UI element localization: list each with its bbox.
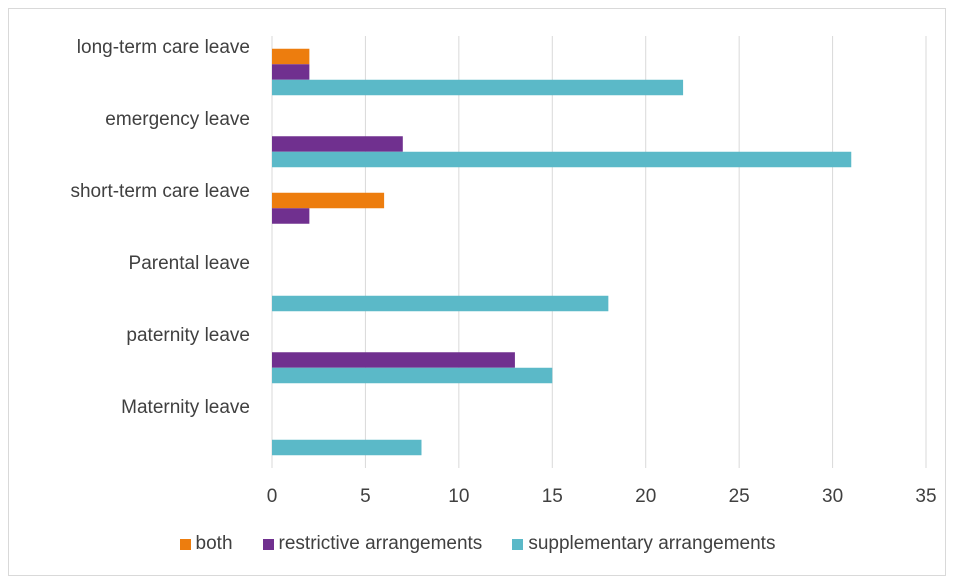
legend-item-both: both	[179, 533, 233, 555]
category-label-parental-leave: Parental leave	[129, 253, 250, 274]
bar-supplementary-arrangements-paternity-leave	[272, 367, 553, 384]
bar-both-long-term-care-leave	[272, 48, 310, 65]
chart-frame	[8, 8, 946, 576]
x-tick-label-10: 10	[448, 486, 469, 507]
gridlines	[271, 36, 927, 468]
category-label-short-term-care-leave: short-term care leave	[70, 181, 250, 202]
x-tick-label-20: 20	[635, 486, 656, 507]
x-tick-label-25: 25	[729, 486, 750, 507]
x-tick-label-5: 5	[360, 486, 371, 507]
legend-swatch-supplementary	[512, 538, 524, 550]
category-label-maternity-leave: Maternity leave	[121, 397, 250, 418]
legend-label-supplementary: supplementary arrangements	[528, 533, 776, 554]
category-labels: Maternity leave paternity leave Parental l…	[70, 37, 250, 418]
bar-supplementary-arrangements-maternity-leave	[272, 439, 422, 456]
bar-restrictive-arrangements-emergency-leave	[272, 136, 403, 152]
legend-swatch-restrictive	[262, 538, 274, 550]
x-tick-label-0: 0	[267, 486, 278, 507]
bar-both-short-term-care-leave	[272, 192, 385, 209]
x-tick-label-30: 30	[822, 486, 843, 507]
bar-supplementary-arrangements-long-term-care-leave	[272, 79, 684, 96]
legend-label-restrictive: restrictive arrangements	[278, 533, 483, 554]
category-label-emergency-leave: emergency leave	[105, 109, 250, 130]
x-tick-label-35: 35	[915, 486, 936, 507]
bar-supplementary-arrangements-emergency-leave	[272, 151, 852, 168]
legend-item-supplementary: supplementary arrangements	[512, 533, 775, 555]
x-axis-ticks: 0 5 10 15 20 25 30 35	[267, 486, 937, 507]
x-tick-label-15: 15	[542, 486, 563, 507]
bar-restrictive-arrangements-long-term-care-leave	[272, 64, 310, 80]
legend-label-both: both	[195, 533, 233, 554]
category-label-paternity-leave: paternity leave	[126, 325, 250, 346]
bar-restrictive-arrangements-short-term-care-leave	[272, 208, 310, 224]
bar-restrictive-arrangements-paternity-leave	[272, 352, 515, 368]
legend-item-restrictive: restrictive arrangements	[262, 533, 483, 555]
bar-supplementary-arrangements-parental-leave	[272, 295, 609, 312]
legend: both restrictive arrangements supplement…	[0, 527, 955, 561]
bar-chart: Maternity leave paternity leave Parental l…	[70, 36, 937, 507]
legend-swatch-both	[179, 538, 191, 550]
category-label-long-term-care-leave: long-term care leave	[77, 37, 250, 58]
bars	[272, 48, 852, 456]
